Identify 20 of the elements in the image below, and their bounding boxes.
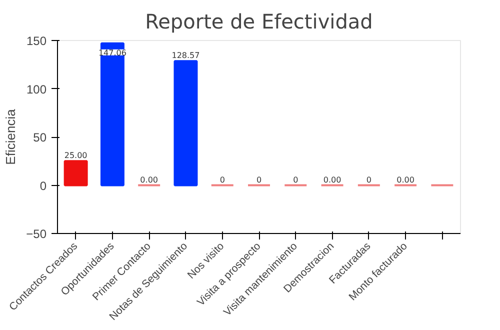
bar xyxy=(174,60,198,186)
data-label: 0 xyxy=(220,175,225,184)
y-tick-label: −50 xyxy=(26,227,47,241)
data-label: 147.06 xyxy=(98,48,126,58)
data-label: 0.00 xyxy=(396,175,414,184)
y-axis-title: Eficiencia xyxy=(3,108,18,165)
data-label: 0 xyxy=(293,175,298,184)
data-label: 25.00 xyxy=(64,151,88,160)
chart-title: Reporte de Efectividad xyxy=(145,10,373,34)
data-label: 0.00 xyxy=(140,175,158,184)
y-tick-label: 50 xyxy=(33,130,47,144)
data-label: 0 xyxy=(366,175,372,184)
y-tick-label: 150 xyxy=(26,34,47,48)
bar xyxy=(64,160,88,186)
data-label: 0.00 xyxy=(323,175,342,184)
data-label: 0 xyxy=(256,175,262,184)
y-tick-label: 100 xyxy=(26,82,47,96)
bar xyxy=(100,42,124,186)
data-label: 128.57 xyxy=(172,51,200,60)
y-tick-label: 0 xyxy=(40,178,47,193)
